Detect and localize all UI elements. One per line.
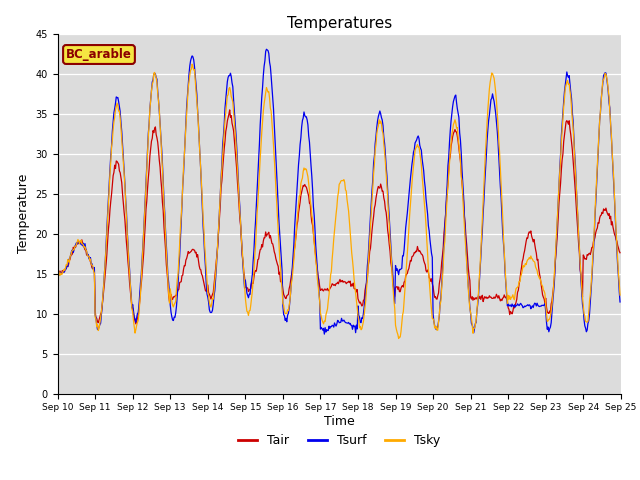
Tair — [54, 268, 61, 274]
Legend: Tair, Tsurf, Tsky: Tair, Tsurf, Tsky — [234, 429, 445, 452]
Tsky — [616, 292, 624, 298]
Line: Tsurf: Tsurf — [58, 49, 620, 334]
Tair — [616, 250, 624, 256]
Tsky — [122, 198, 129, 204]
Tsky — [188, 61, 196, 67]
Text: BC_arable: BC_arable — [66, 48, 132, 61]
Tair — [409, 253, 417, 259]
Tsky — [209, 296, 217, 302]
Tsurf — [616, 299, 624, 305]
Title: Temperatures: Temperatures — [287, 16, 392, 31]
Tsky — [54, 267, 61, 273]
Tair — [122, 228, 129, 233]
Tsky — [395, 336, 403, 341]
Tsky — [409, 171, 417, 177]
Tsurf — [209, 307, 216, 313]
Tair — [64, 264, 72, 270]
Tsurf — [409, 156, 417, 162]
Tair — [180, 266, 188, 272]
X-axis label: Time: Time — [324, 415, 355, 428]
Tair — [426, 275, 433, 280]
Line: Tair: Tair — [58, 110, 620, 324]
Tsurf — [321, 331, 328, 337]
Tsurf — [122, 196, 129, 202]
Tair — [209, 289, 217, 295]
Tsky — [426, 276, 433, 282]
Tair — [226, 107, 234, 113]
Line: Tsky: Tsky — [58, 64, 620, 338]
Tair — [132, 321, 140, 327]
Tsurf — [54, 268, 61, 274]
Tsurf — [64, 264, 72, 269]
Tsurf — [179, 183, 187, 189]
Tsky — [64, 257, 72, 263]
Y-axis label: Temperature: Temperature — [17, 174, 30, 253]
Tsurf — [262, 47, 270, 52]
Tsurf — [426, 228, 433, 234]
Tsky — [179, 183, 187, 189]
